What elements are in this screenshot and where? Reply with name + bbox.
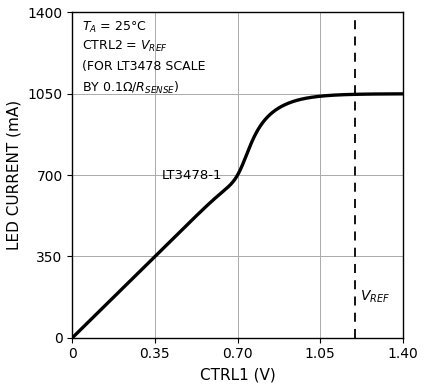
Y-axis label: LED CURRENT (mA): LED CURRENT (mA)	[7, 100, 22, 250]
Text: $V_{REF}$: $V_{REF}$	[360, 289, 390, 305]
Text: $T_A$ = 25°C: $T_A$ = 25°C	[82, 19, 147, 35]
Text: LT3478-1: LT3478-1	[162, 168, 223, 182]
X-axis label: CTRL1 (V): CTRL1 (V)	[200, 367, 275, 382]
Text: BY 0.1$\Omega$/$R_{SENSE}$): BY 0.1$\Omega$/$R_{SENSE}$)	[82, 80, 179, 96]
Text: (FOR LT3478 SCALE: (FOR LT3478 SCALE	[82, 60, 205, 73]
Text: CTRL2 = $V_{REF}$: CTRL2 = $V_{REF}$	[82, 39, 167, 54]
